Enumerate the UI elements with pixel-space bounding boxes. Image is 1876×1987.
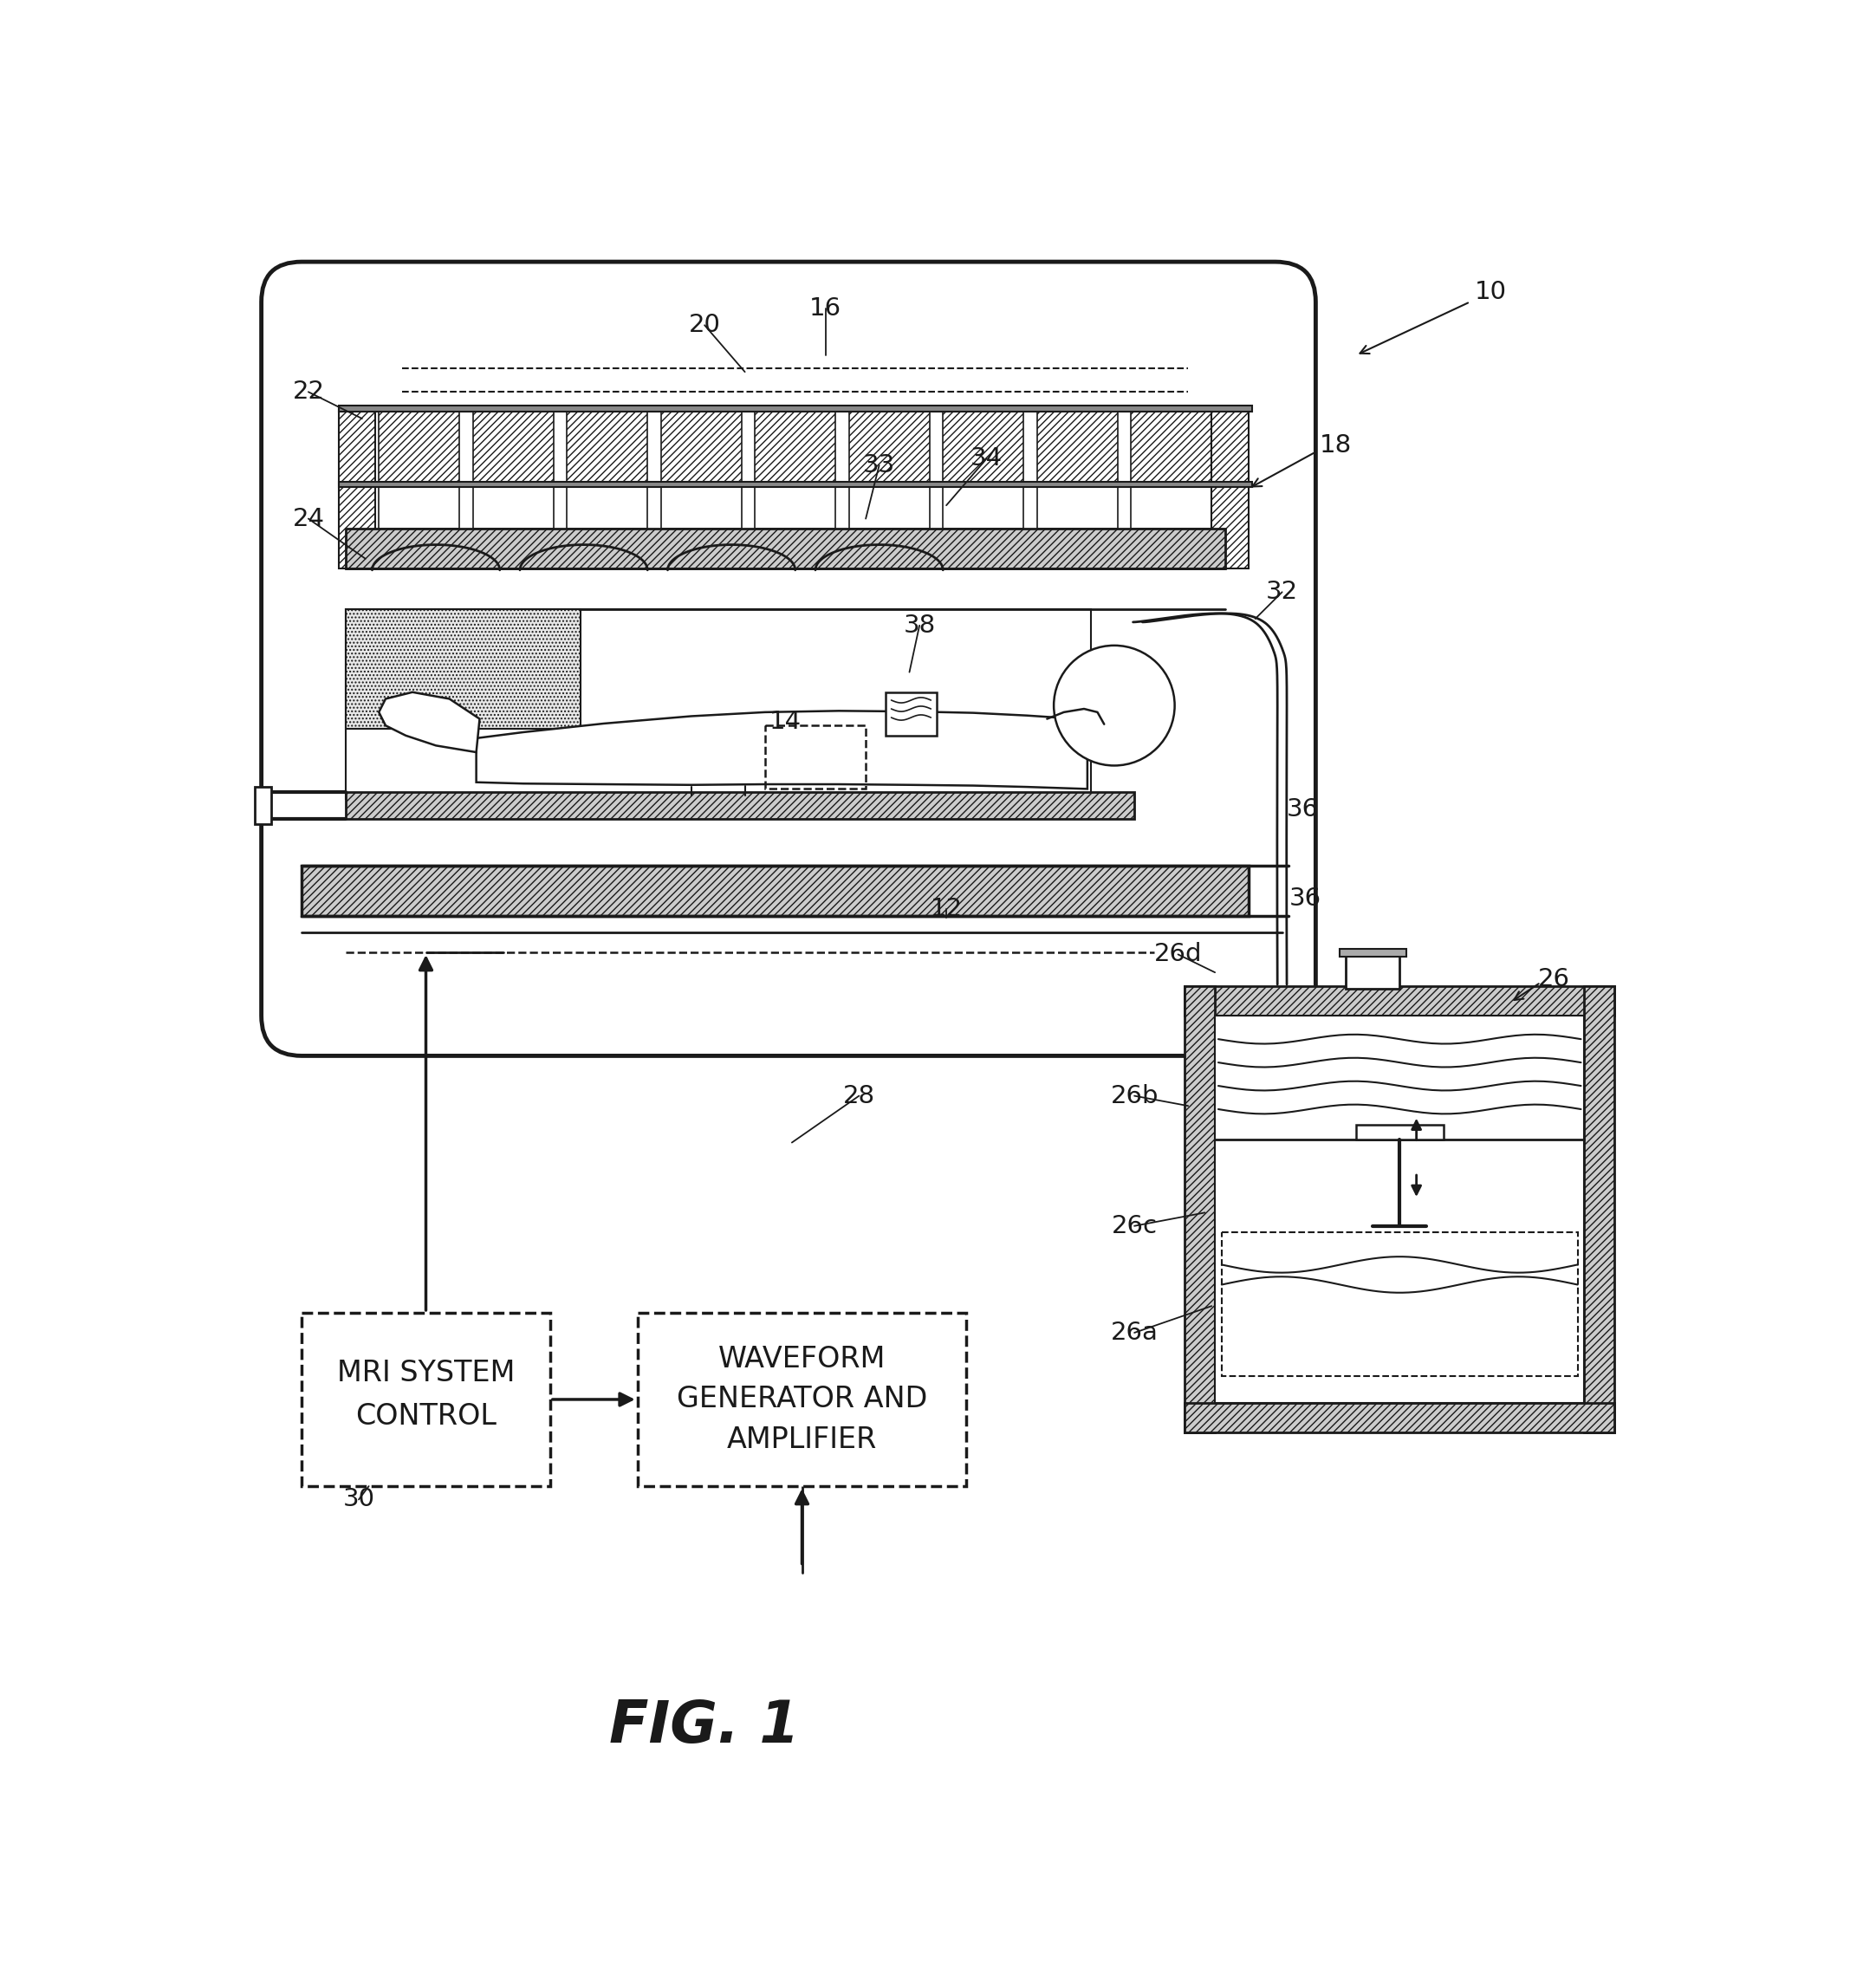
- Bar: [345, 793, 1135, 819]
- Text: GENERATOR AND: GENERATOR AND: [677, 1385, 927, 1413]
- Text: 10: 10: [1475, 280, 1506, 304]
- Text: 32: 32: [1266, 580, 1298, 604]
- Bar: [1216, 1015, 1585, 1403]
- Bar: [345, 529, 1225, 568]
- Text: 16: 16: [809, 296, 842, 320]
- Bar: [338, 405, 1251, 411]
- Text: 30: 30: [343, 1488, 375, 1512]
- Bar: [1186, 986, 1615, 1015]
- Bar: [345, 608, 1090, 799]
- Bar: [1037, 409, 1118, 485]
- Text: 12: 12: [930, 896, 962, 922]
- Bar: [660, 485, 741, 529]
- Bar: [638, 1313, 966, 1486]
- Bar: [567, 485, 647, 529]
- Bar: [473, 409, 553, 485]
- Text: 38: 38: [904, 614, 936, 638]
- Text: 14: 14: [769, 709, 801, 735]
- Bar: [255, 787, 272, 825]
- Text: 22: 22: [293, 380, 325, 403]
- Text: 36: 36: [1289, 886, 1323, 912]
- Bar: [1339, 950, 1407, 958]
- Text: CONTROL: CONTROL: [355, 1401, 497, 1431]
- Bar: [338, 409, 375, 568]
- Bar: [944, 409, 1024, 485]
- Bar: [1131, 409, 1212, 485]
- Bar: [1585, 986, 1615, 1433]
- Bar: [302, 866, 1249, 916]
- Bar: [754, 409, 835, 485]
- Bar: [754, 485, 835, 529]
- Text: 20: 20: [688, 314, 720, 338]
- Text: 26c: 26c: [1111, 1214, 1157, 1238]
- Bar: [660, 409, 741, 485]
- Bar: [1345, 952, 1399, 990]
- Bar: [379, 485, 460, 529]
- Text: 26: 26: [1538, 968, 1570, 992]
- Bar: [885, 691, 936, 735]
- Bar: [1037, 485, 1118, 529]
- Bar: [473, 485, 553, 529]
- Text: 26d: 26d: [1154, 942, 1203, 966]
- Text: WAVEFORM: WAVEFORM: [719, 1345, 885, 1373]
- Bar: [1131, 485, 1212, 529]
- Bar: [345, 608, 580, 729]
- Bar: [1186, 986, 1216, 1433]
- Bar: [765, 725, 865, 789]
- Bar: [379, 409, 460, 485]
- Polygon shape: [477, 711, 1088, 789]
- Circle shape: [1054, 646, 1174, 765]
- Bar: [338, 483, 1251, 487]
- Text: AMPLIFIER: AMPLIFIER: [726, 1425, 878, 1454]
- Text: MRI SYSTEM: MRI SYSTEM: [338, 1359, 514, 1387]
- Bar: [850, 409, 929, 485]
- Bar: [1221, 1232, 1578, 1377]
- Bar: [850, 485, 929, 529]
- Text: 36: 36: [1287, 797, 1319, 821]
- Polygon shape: [379, 691, 480, 753]
- FancyBboxPatch shape: [261, 262, 1315, 1055]
- Text: 26a: 26a: [1111, 1321, 1157, 1345]
- Bar: [567, 409, 647, 485]
- Text: 33: 33: [863, 453, 895, 477]
- Bar: [302, 1313, 550, 1486]
- Bar: [1186, 1403, 1615, 1433]
- Text: 18: 18: [1319, 433, 1353, 457]
- Text: 24: 24: [293, 507, 325, 531]
- Text: 28: 28: [842, 1083, 874, 1109]
- Text: 26b: 26b: [1111, 1083, 1157, 1109]
- Bar: [1212, 409, 1249, 568]
- Bar: [1356, 1125, 1443, 1139]
- Text: FIG. 1: FIG. 1: [610, 1697, 799, 1755]
- Text: 34: 34: [970, 447, 1002, 471]
- Bar: [944, 485, 1024, 529]
